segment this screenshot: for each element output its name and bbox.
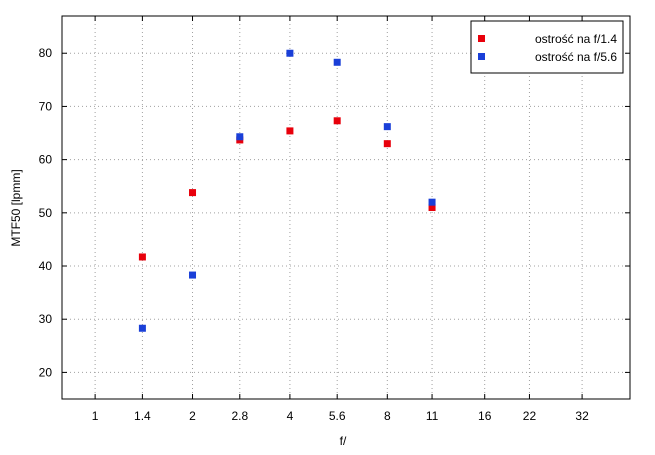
data-point-series-2 [286, 49, 294, 57]
y-axis-tick-labels: 20 30 40 50 60 70 80 [39, 46, 53, 379]
data-point-series-2 [236, 133, 244, 141]
y-axis-title: MTF50 [lpmm] [9, 169, 23, 246]
legend-label-series-2: ostrość na f/5.6 [535, 50, 617, 64]
axis-ticks [62, 16, 630, 399]
legend-marker-series-2 [478, 53, 485, 60]
x-tick-label: 32 [575, 409, 589, 423]
grid-lines [62, 16, 630, 399]
data-point-series-1 [428, 204, 436, 211]
data-point-series-1 [138, 253, 146, 261]
data-point-series-2 [333, 58, 341, 66]
legend-box [470, 20, 624, 74]
x-tick-label: 5.6 [329, 409, 346, 423]
data-point-series-1 [189, 189, 197, 197]
y-tick-label: 80 [39, 46, 53, 60]
x-tick-label: 8 [384, 409, 391, 423]
x-tick-label: 1.4 [134, 409, 151, 423]
x-tick-label: 4 [287, 409, 294, 423]
x-axis-title: f/ [340, 434, 347, 448]
y-tick-label: 50 [39, 206, 53, 220]
data-point-series-2 [428, 198, 436, 206]
data-points [138, 49, 436, 332]
y-tick-label: 60 [39, 153, 53, 167]
y-tick-label: 40 [39, 259, 53, 273]
data-point-series-1 [286, 127, 294, 135]
x-tick-label: 22 [523, 409, 537, 423]
data-point-series-1 [333, 117, 341, 125]
y-tick-label: 20 [39, 365, 53, 379]
y-tick-label: 70 [39, 99, 53, 113]
x-tick-label: 2.8 [231, 409, 248, 423]
data-point-series-1 [383, 140, 391, 148]
data-point-series-2 [138, 324, 146, 332]
plot-frame [61, 15, 631, 400]
legend: ostrość na f/1.4 ostrość na f/5.6 [470, 20, 624, 74]
x-tick-label: 16 [478, 409, 492, 423]
data-point-series-2 [383, 123, 391, 131]
legend-marker-series-1 [478, 35, 485, 42]
x-tick-label: 11 [426, 409, 439, 423]
legend-label-series-1: ostrość na f/1.4 [535, 32, 617, 46]
x-axis-tick-labels: 1 1.4 2 2.8 4 5.6 8 11 16 22 32 [92, 409, 589, 423]
x-tick-label: 1 [92, 409, 99, 423]
y-tick-label: 30 [39, 312, 53, 326]
data-point-series-2 [189, 271, 197, 279]
x-tick-label: 2 [189, 409, 196, 423]
